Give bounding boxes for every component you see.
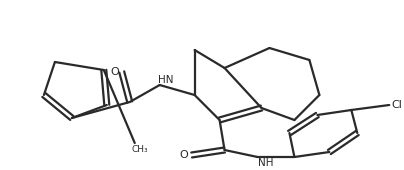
Text: NH: NH — [258, 158, 273, 168]
Text: CH₃: CH₃ — [131, 146, 148, 155]
Text: Cl: Cl — [392, 100, 403, 110]
Text: O: O — [110, 67, 119, 77]
Text: O: O — [179, 150, 188, 160]
Text: HN: HN — [158, 75, 173, 85]
